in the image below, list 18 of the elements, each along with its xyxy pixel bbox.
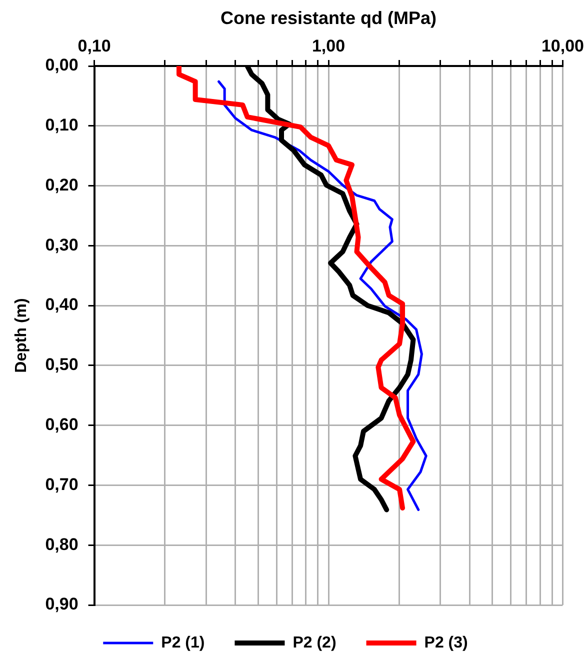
legend-label: P2 (1) — [161, 634, 205, 652]
legend-label: P2 (2) — [292, 634, 336, 652]
x-axis-title: Cone resistante qd (MPa) — [220, 8, 437, 28]
y-tick-label: 0,70 — [45, 474, 78, 494]
y-tick-label: 0,50 — [45, 355, 78, 374]
y-tick-label: 0,90 — [45, 594, 78, 614]
x-tick-label: 10,00 — [541, 36, 584, 56]
y-tick-label: 0,60 — [45, 415, 78, 434]
y-tick-label: 0,80 — [45, 534, 78, 554]
y-axis-title: Depth (m) — [13, 298, 30, 373]
y-tick-label: 0,30 — [45, 235, 78, 254]
y-tick-label: 0,10 — [45, 116, 78, 135]
x-tick-label: 0,10 — [78, 36, 111, 56]
y-tick-label: 0,20 — [45, 175, 78, 194]
legend-label: P2 (3) — [424, 634, 468, 652]
y-tick-label: 0,40 — [45, 295, 78, 314]
x-tick-label: 1,00 — [312, 36, 346, 56]
y-tick-label: 0,00 — [45, 56, 78, 75]
